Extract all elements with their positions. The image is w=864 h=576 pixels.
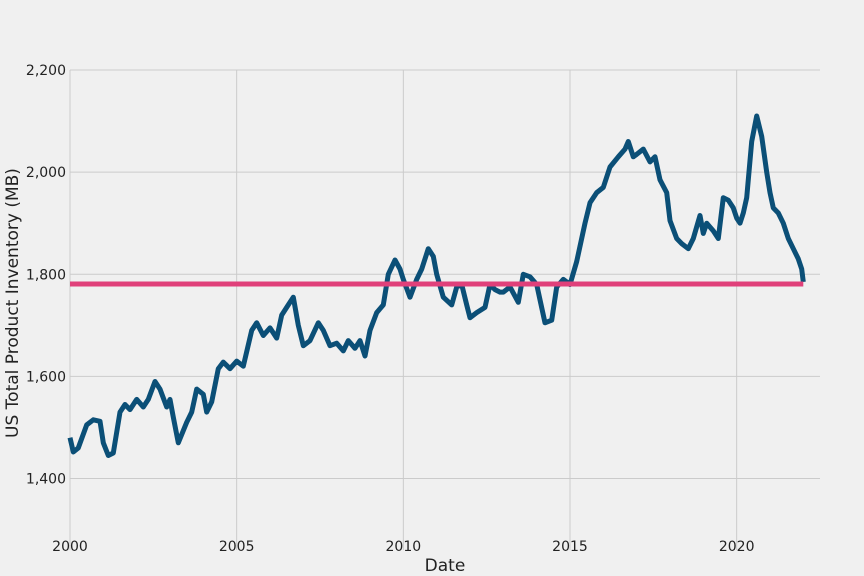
x-tick-label: 2020 [719, 539, 755, 555]
x-tick-label: 2005 [219, 539, 255, 555]
x-axis-label: Date [425, 556, 466, 576]
y-axis-label: US Total Product Inventory (MB) [3, 168, 23, 438]
x-tick-label: 2015 [552, 539, 588, 555]
y-tick-label: 1,800 [26, 267, 66, 283]
x-tick-label: 2010 [386, 539, 422, 555]
y-tick-label: 1,600 [26, 369, 66, 385]
y-tick-label: 1,400 [26, 472, 66, 488]
grid [69, 69, 820, 550]
plot-background [70, 70, 820, 550]
series-layer [67, 113, 806, 458]
inventory-line [67, 113, 806, 458]
y-tick-label: 2,200 [26, 63, 66, 79]
x-tick-label: 2000 [52, 539, 88, 555]
y-tick-label: 2,000 [26, 165, 66, 181]
tick-labels: 1,400 1,600 1,800 2,000 2,200 2000 2005 2010 201… [26, 63, 755, 555]
